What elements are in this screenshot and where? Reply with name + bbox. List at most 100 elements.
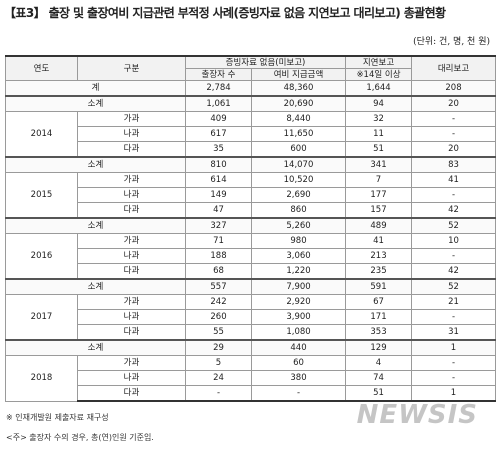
data-row: 나과 149 2,690 177- bbox=[6, 187, 496, 203]
year-cell: 2016 bbox=[5, 233, 78, 280]
row-label: 가과 bbox=[77, 294, 186, 310]
cell: 42 bbox=[411, 202, 496, 219]
cell: - bbox=[411, 126, 496, 142]
subtotal-row: 소계 810 14,070 341 83 bbox=[5, 156, 496, 173]
cell: 440 bbox=[251, 339, 346, 356]
row-label: 소계 bbox=[5, 217, 186, 234]
footnote: ※ 인재개발원 제출자료 재구성 bbox=[6, 413, 109, 422]
cell: 20,690 bbox=[251, 95, 346, 112]
data-row: 나과 617 11,650 11- bbox=[6, 126, 496, 142]
cell: 177 bbox=[345, 187, 412, 203]
row-label: 나과 bbox=[77, 126, 186, 142]
cell: 353 bbox=[345, 324, 412, 341]
header-cell: 증빙자료 없음(미보고) bbox=[185, 55, 346, 69]
year-cell: 2014 bbox=[5, 111, 78, 158]
data-row: 2017 가과 242 2,920 67 21 bbox=[5, 294, 496, 341]
cell: 327 bbox=[185, 217, 252, 234]
row-label: 나과 bbox=[77, 309, 186, 325]
table-body: 계 2,784 48,360 1,644 208 소계 1,061 20,690 94 20 201… bbox=[5, 80, 496, 402]
row-label: 소계 bbox=[5, 95, 186, 112]
data-row: 나과 24 380 74- bbox=[6, 370, 496, 386]
subtotal-row: 소계 1,061 20,690 94 20 bbox=[5, 95, 496, 112]
cell: 51 bbox=[345, 141, 412, 158]
data-row: 다과 - -51 1 bbox=[6, 385, 496, 402]
cell: 614 bbox=[185, 172, 252, 188]
data-row: 나과 188 3,060 213- bbox=[6, 248, 496, 264]
data-row: 다과 47 860 157 42 bbox=[6, 202, 496, 219]
data-row: 다과 68 1,220 235 42 bbox=[6, 263, 496, 280]
data-row: 2018 가과 5 60 4- bbox=[5, 355, 496, 402]
row-label: 소계 bbox=[5, 278, 186, 295]
cell: 21 bbox=[411, 294, 496, 310]
header-row: 출장자 수 여비 지급금액 ※14일 이상 bbox=[6, 68, 496, 81]
header-cell: ※14일 이상 bbox=[345, 68, 412, 81]
year-cell: 2017 bbox=[5, 294, 78, 341]
cell: - bbox=[411, 248, 496, 264]
cell: 129 bbox=[345, 339, 412, 356]
cell: 213 bbox=[345, 248, 412, 264]
cell: 42 bbox=[411, 263, 496, 280]
cell: 208 bbox=[411, 80, 496, 97]
cell: 52 bbox=[411, 278, 496, 295]
cell: - bbox=[251, 385, 346, 402]
cell: 557 bbox=[185, 278, 252, 295]
cell: 188 bbox=[185, 248, 252, 264]
header-cell: 연도 bbox=[5, 55, 78, 81]
cell: 68 bbox=[185, 263, 252, 280]
row-label: 계 bbox=[5, 80, 186, 97]
cell: 94 bbox=[345, 95, 412, 112]
cell: 5 bbox=[185, 355, 252, 371]
cell: 20 bbox=[411, 95, 496, 112]
cell: 1,061 bbox=[185, 95, 252, 112]
row-label: 소계 bbox=[5, 339, 186, 356]
row-label: 가과 bbox=[77, 355, 186, 371]
cell: 600 bbox=[251, 141, 346, 158]
cell: - bbox=[411, 370, 496, 386]
cell: 3,900 bbox=[251, 309, 346, 325]
cell: 2,784 bbox=[185, 80, 252, 97]
watermark: NEWSIS bbox=[356, 400, 478, 430]
cell: 157 bbox=[345, 202, 412, 219]
table-head: 연도 구분 증빙자료 없음(미보고) 지연보고 대리보고 출장자 수 여비 지급… bbox=[5, 55, 496, 81]
data-row: 2015 가과 614 10,520 7 41 bbox=[5, 172, 496, 219]
row-label: 가과 bbox=[77, 172, 186, 188]
cell: 60 bbox=[251, 355, 346, 371]
cell: 83 bbox=[411, 156, 496, 173]
cell: - bbox=[411, 309, 496, 325]
row-label: 나과 bbox=[77, 187, 186, 203]
cell: 242 bbox=[185, 294, 252, 310]
cell: 47 bbox=[185, 202, 252, 219]
cell: - bbox=[185, 385, 252, 402]
subtotal-row: 소계 29 440 129 1 bbox=[5, 339, 496, 356]
cell: 8,440 bbox=[251, 111, 346, 127]
unit-note: (단위: 건, 명, 천 원) bbox=[413, 37, 490, 47]
subtotal-row: 소계 327 5,260 489 52 bbox=[5, 217, 496, 234]
cell: 51 bbox=[345, 385, 412, 402]
header-cell: 여비 지급금액 bbox=[251, 68, 346, 81]
cell: 1,220 bbox=[251, 263, 346, 280]
cell: 409 bbox=[185, 111, 252, 127]
total-row: 계 2,784 48,360 1,644 208 bbox=[5, 80, 496, 97]
cell: 1,080 bbox=[251, 324, 346, 341]
cell: 1 bbox=[411, 385, 496, 402]
cell: 41 bbox=[345, 233, 412, 249]
cell: 29 bbox=[185, 339, 252, 356]
row-label: 다과 bbox=[77, 385, 186, 402]
header-row: 연도 구분 증빙자료 없음(미보고) 지연보고 대리보고 bbox=[5, 55, 496, 81]
row-label: 나과 bbox=[77, 248, 186, 264]
cell: - bbox=[411, 355, 496, 371]
cell: 2,920 bbox=[251, 294, 346, 310]
data-row: 2014 가과 409 8,440 32- bbox=[5, 111, 496, 158]
data-row: 다과 55 1,080 353 31 bbox=[6, 324, 496, 341]
subtotal-row: 소계 557 7,900 591 52 bbox=[5, 278, 496, 295]
row-label: 다과 bbox=[77, 141, 186, 158]
data-table: 연도 구분 증빙자료 없음(미보고) 지연보고 대리보고 출장자 수 여비 지급… bbox=[5, 55, 496, 402]
row-label: 가과 bbox=[77, 111, 186, 127]
row-label: 소계 bbox=[5, 156, 186, 173]
cell: 341 bbox=[345, 156, 412, 173]
cell: 32 bbox=[345, 111, 412, 127]
cell: 860 bbox=[251, 202, 346, 219]
cell: 48,360 bbox=[251, 80, 346, 97]
cell: 11 bbox=[345, 126, 412, 142]
